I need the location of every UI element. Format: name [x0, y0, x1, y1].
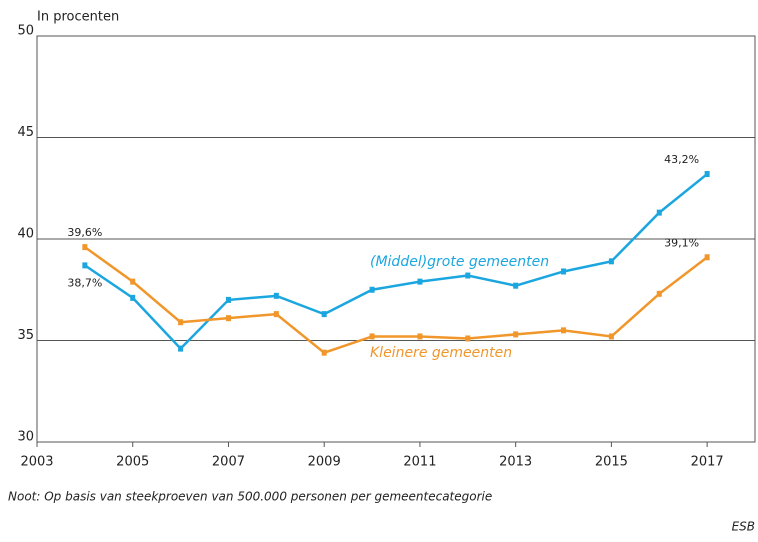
note: Noot: Op basis van steekproeven van 500.…	[8, 490, 492, 504]
marker	[561, 327, 567, 334]
x-tick-label: 2011	[403, 455, 436, 470]
y-tick-label: 45	[17, 125, 34, 140]
marker	[656, 209, 662, 216]
marker	[656, 290, 662, 297]
marker	[321, 311, 327, 318]
marker	[178, 319, 184, 326]
data-label: 38,7%	[67, 276, 102, 289]
x-tick-label: 2009	[308, 455, 341, 470]
y-tick-label: 30	[17, 430, 34, 445]
marker	[465, 335, 471, 342]
marker	[82, 262, 88, 269]
marker	[704, 254, 710, 261]
marker	[273, 311, 279, 318]
series-name: Kleinere gemeenten	[370, 345, 512, 361]
x-tick-label: 2007	[212, 455, 245, 470]
source: ESB	[732, 520, 755, 534]
series-line	[84, 246, 708, 355]
marker	[561, 268, 567, 275]
x-tick-label: 2003	[20, 455, 53, 470]
marker	[704, 171, 710, 178]
marker	[417, 333, 423, 340]
data-label: 43,2%	[664, 153, 699, 166]
marker	[608, 258, 614, 265]
x-tick-label: 2005	[116, 455, 149, 470]
marker	[321, 349, 327, 356]
marker	[608, 333, 614, 340]
marker	[82, 244, 88, 251]
x-tick-label: 2017	[691, 455, 724, 470]
marker	[130, 278, 136, 285]
marker	[369, 286, 375, 293]
marker	[513, 331, 519, 338]
marker	[273, 292, 279, 299]
y-tick-label: 50	[17, 24, 34, 39]
marker	[369, 333, 375, 340]
y-axis-label: In procenten	[37, 10, 119, 25]
y-tick-label: 35	[17, 328, 34, 343]
x-tick-label: 2015	[595, 455, 628, 470]
marker	[225, 315, 231, 322]
marker	[417, 278, 423, 285]
series-name: (Middel)grote gemeenten	[370, 254, 549, 270]
data-label: 39,6%	[67, 226, 102, 239]
marker	[465, 272, 471, 279]
series-line	[84, 173, 708, 351]
marker	[178, 345, 184, 352]
data-label: 39,1%	[664, 236, 699, 249]
y-tick-label: 40	[17, 227, 34, 242]
marker	[225, 296, 231, 303]
x-tick-label: 2013	[499, 455, 532, 470]
marker	[130, 294, 136, 301]
marker	[513, 282, 519, 289]
